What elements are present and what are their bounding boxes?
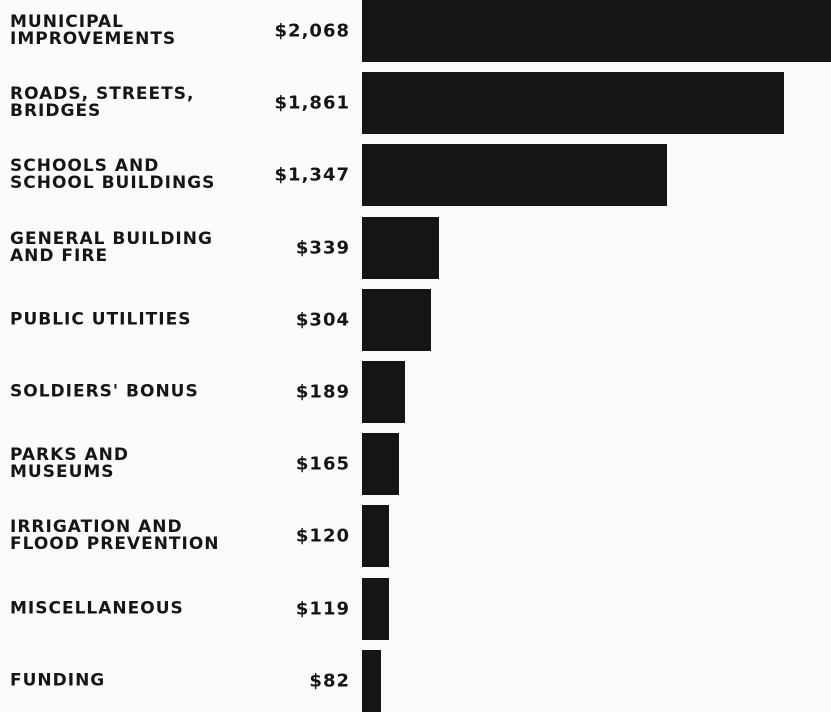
category-label: FUNDING	[10, 670, 106, 691]
value-label: $304	[295, 309, 350, 331]
value-label: $119	[295, 598, 350, 620]
category-label: PARKS AND MUSEUMS	[10, 445, 129, 483]
category-label: GENERAL BUILDING AND FIRE	[10, 228, 213, 266]
bar	[362, 649, 381, 712]
bar	[362, 288, 431, 351]
bar	[362, 433, 400, 496]
category-label: MISCELLANEOUS	[10, 598, 184, 619]
bar	[362, 216, 439, 279]
value-label: $120	[295, 525, 350, 547]
value-label: $165	[295, 453, 350, 475]
category-label: IRRIGATION AND FLOOD PREVENTION	[10, 517, 220, 555]
value-label: $82	[309, 670, 350, 692]
bar	[362, 361, 405, 423]
category-label: SOLDIERS' BONUS	[10, 381, 199, 402]
value-label: $189	[295, 381, 350, 403]
value-label: $2,068	[274, 20, 350, 42]
bar	[362, 505, 390, 568]
value-label: $1,347	[274, 164, 350, 186]
category-label: SCHOOLS AND SCHOOL BUILDINGS	[10, 156, 216, 194]
value-label: $1,861	[274, 92, 350, 114]
category-label: PUBLIC UTILITIES	[10, 309, 192, 330]
category-label: ROADS, STREETS, BRIDGES	[10, 84, 195, 122]
bar	[362, 0, 831, 62]
value-label: $339	[295, 237, 350, 259]
bar	[362, 144, 668, 207]
bar	[362, 577, 389, 640]
bar	[362, 72, 785, 135]
category-label: MUNICIPAL IMPROVEMENTS	[10, 12, 177, 49]
